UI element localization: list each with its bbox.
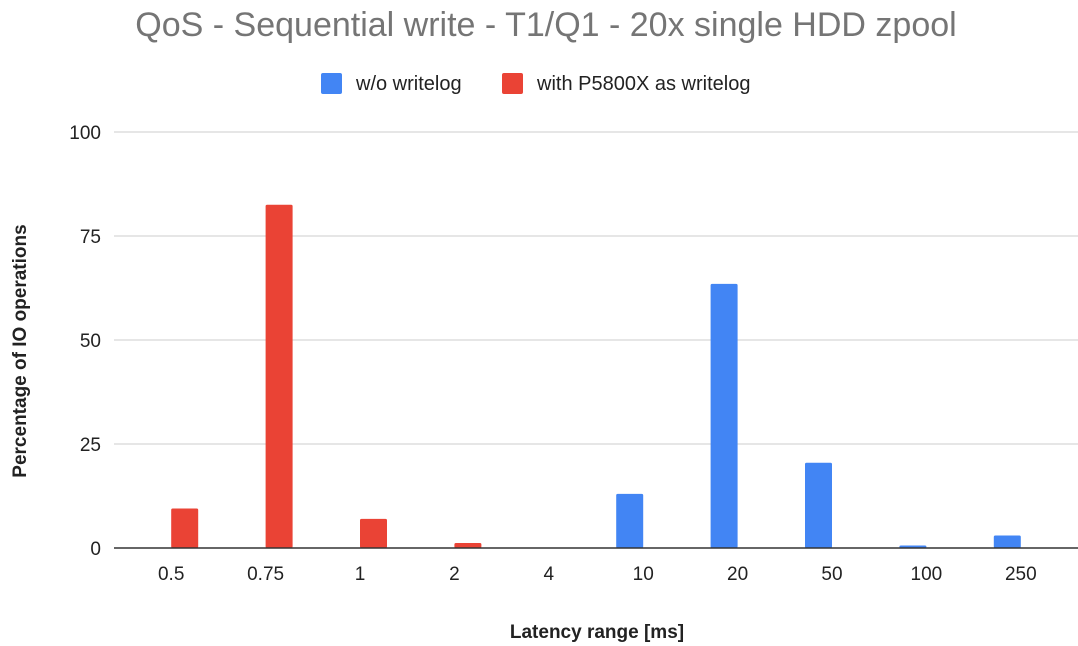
x-axis-ticks: 0.5 0.75 1 2 4 10 20 50 100 250 (158, 564, 1037, 585)
legend: w/o writelog with P5800X as writelog (321, 73, 750, 95)
x-axis-title: Latency range [ms] (510, 622, 684, 643)
x-tick-label-0.5: 0.5 (158, 564, 184, 585)
bars (171, 204, 1021, 549)
bar-w-o-writelog-20 (710, 283, 738, 548)
y-tick-label-100: 100 (69, 123, 101, 144)
x-tick-label-250: 250 (1005, 564, 1037, 585)
chart-title: QoS - Sequential write - T1/Q1 - 20x sin… (135, 6, 956, 44)
bar-with-p5800x-0.5 (171, 508, 199, 548)
y-tick-label-75: 75 (80, 227, 101, 248)
legend-label-with-p5800x: with P5800X as writelog (536, 73, 750, 95)
bar-w-o-writelog-250 (993, 535, 1021, 548)
legend-swatch-w-o-writelog (321, 73, 342, 94)
y-tick-label-50: 50 (80, 331, 101, 352)
x-tick-label-10: 10 (633, 564, 654, 585)
gridlines (114, 131, 1078, 445)
x-tick-label-20: 20 (727, 564, 748, 585)
bar-with-p5800x-2 (454, 543, 482, 548)
bar-w-o-writelog-10 (616, 493, 644, 548)
x-tick-label-0.75: 0.75 (247, 564, 284, 585)
x-tick-label-50: 50 (821, 564, 842, 585)
y-axis-title: Percentage of IO operations (10, 224, 31, 477)
bar-w-o-writelog-50 (805, 462, 832, 548)
x-tick-label-4: 4 (544, 564, 555, 585)
bar-with-p5800x-1 (360, 518, 387, 548)
y-tick-label-0: 0 (90, 539, 101, 560)
legend-label-w-o-writelog: w/o writelog (355, 73, 462, 95)
y-axis-ticks: 0 25 50 75 100 (69, 123, 101, 560)
x-tick-label-2: 2 (449, 564, 460, 585)
bar-with-p5800x-0.75 (265, 204, 293, 549)
legend-swatch-with-p5800x (502, 73, 523, 94)
x-tick-label-100: 100 (911, 564, 943, 585)
x-tick-label-1: 1 (355, 564, 366, 585)
y-tick-label-25: 25 (80, 435, 101, 456)
